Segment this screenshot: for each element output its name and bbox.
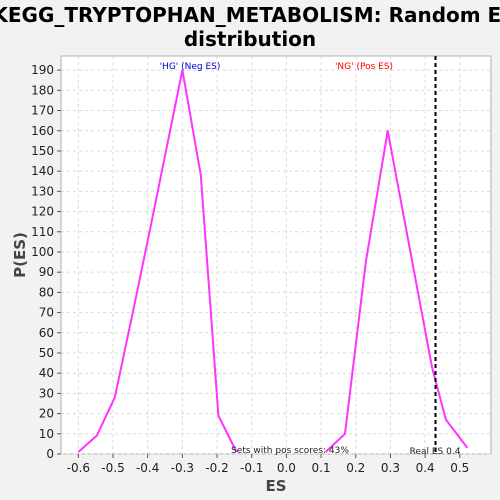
plot-area (60, 55, 492, 455)
y-tick-label: 20 (39, 407, 54, 421)
axis-layer: 0 10 20 30 40 50 60 70 80 90 100 110 120 130 140 150 160… (31, 63, 469, 475)
x-tick-label: -0.4 (136, 461, 159, 475)
y-tick-label: 90 (39, 265, 54, 279)
y-tick-label: 120 (31, 205, 54, 219)
y-tick-label: 30 (39, 386, 54, 400)
y-tick-label: 110 (31, 225, 54, 239)
y-tick-label: 100 (31, 245, 54, 259)
chart-title-line2: distribution (184, 27, 316, 51)
y-tick-label: 150 (31, 144, 54, 158)
x-tick-label: 0.2 (346, 461, 365, 475)
y-tick-label: 190 (31, 63, 54, 77)
x-tick-label: -0.5 (101, 461, 124, 475)
y-tick-label: 140 (31, 164, 54, 178)
grid-layer (61, 56, 491, 455)
y-tick-label: 40 (39, 366, 54, 380)
y-axis-title: P(ES) (11, 232, 29, 278)
x-tick-label: -0.1 (240, 461, 263, 475)
y-tick-label: 130 (31, 184, 54, 198)
y-tick-label: 10 (39, 427, 54, 441)
x-tick-label: 0.1 (312, 461, 331, 475)
x-tick-label: 0.0 (277, 461, 296, 475)
x-tick-label: 0.4 (416, 461, 435, 475)
es-distribution-line-2 (324, 129, 469, 453)
x-tick-label: -0.3 (171, 461, 194, 475)
y-tick-label: 180 (31, 83, 54, 97)
y-tick-label: 60 (39, 326, 54, 340)
x-axis-title: ES (265, 477, 286, 495)
y-tick-label: 160 (31, 124, 54, 138)
pos-scores-annotation: Sets with pos scores: 43% (231, 446, 349, 456)
x-tick-label: 0.3 (381, 461, 400, 475)
neg-es-annotation: 'HG' (Neg ES) (160, 62, 221, 72)
y-tick-label: 170 (31, 104, 54, 118)
chart-title-line1: KEGG_TRYPTOPHAN_METABOLISM: Random ES (0, 3, 500, 27)
x-tick-label: -0.2 (205, 461, 228, 475)
y-tick-label: 80 (39, 285, 54, 299)
pos-es-annotation: 'NG' (Pos ES) (335, 62, 393, 72)
y-tick-label: 0 (46, 447, 54, 461)
es-distribution-line-1 (77, 69, 238, 453)
real-es-label: Real ES 0.4 (410, 447, 461, 457)
x-tick-label: -0.6 (67, 461, 90, 475)
x-tick-label: 0.5 (450, 461, 469, 475)
y-tick-label: 50 (39, 346, 54, 360)
y-tick-label: 70 (39, 306, 54, 320)
series-layer (77, 69, 469, 453)
